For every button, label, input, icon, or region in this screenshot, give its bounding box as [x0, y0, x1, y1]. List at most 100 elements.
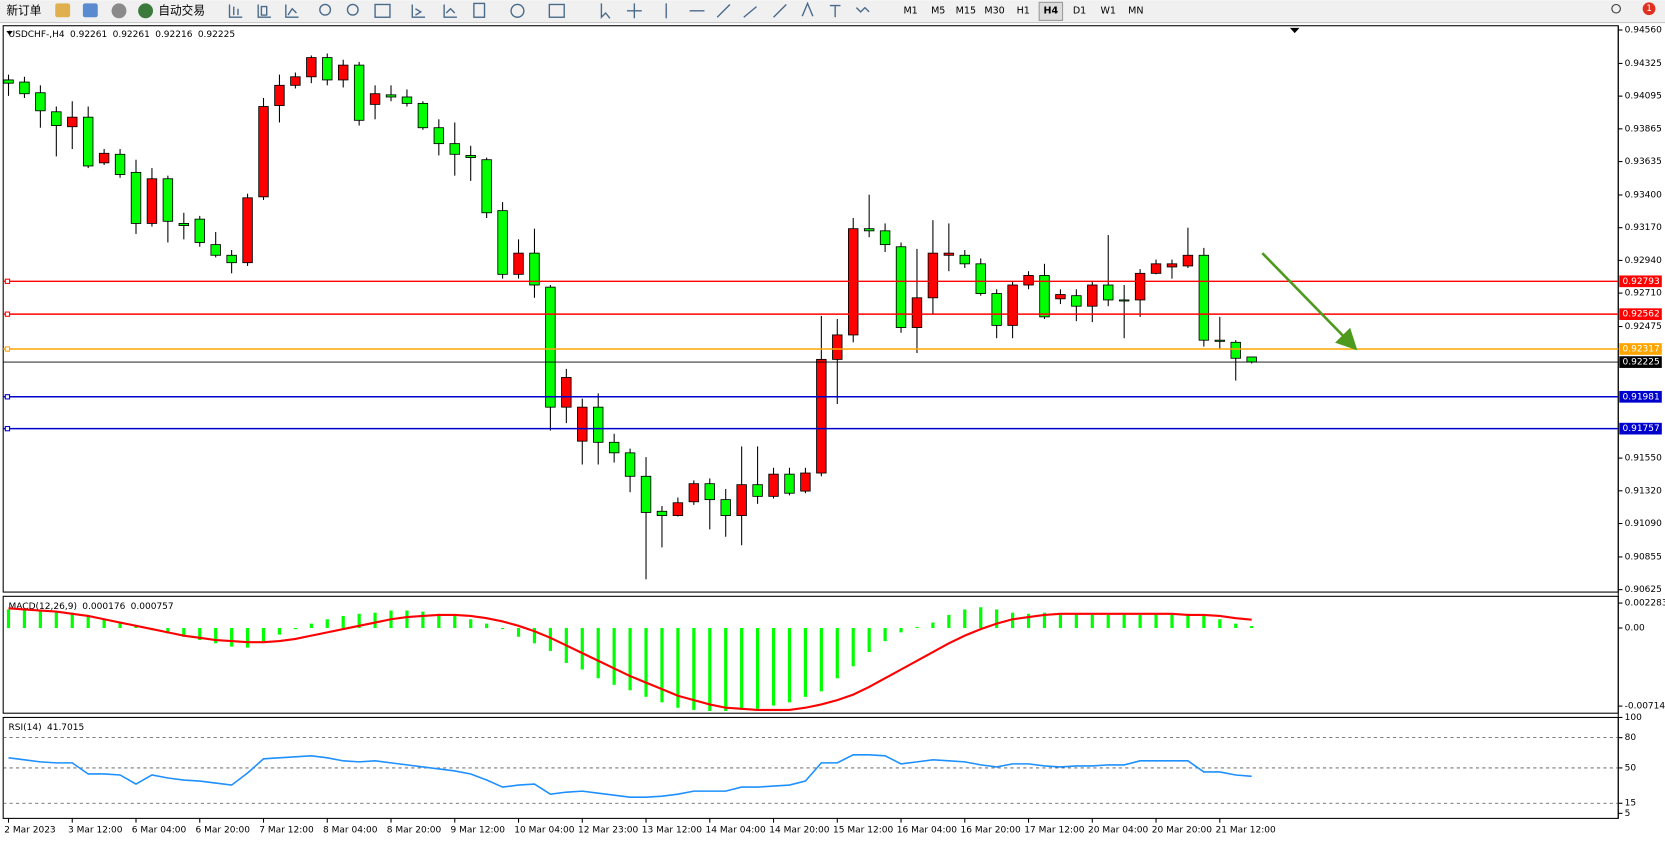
- x-tick-label: 10 Mar 04:00: [514, 826, 574, 836]
- timeframe-button[interactable]: MN: [1128, 5, 1143, 16]
- macd-bar: [1090, 614, 1094, 628]
- candle-body: [752, 484, 763, 497]
- macd-bar: [54, 611, 58, 628]
- candle-body: [385, 94, 397, 98]
- candle-body: [1023, 275, 1034, 286]
- candle-body: [51, 111, 62, 127]
- candle-body: [879, 230, 891, 246]
- macd-bar: [1218, 619, 1222, 628]
- macd-bar: [1026, 613, 1031, 628]
- price-level-tag: [1619, 343, 1662, 355]
- icon[interactable]: [55, 3, 71, 18]
- candle-body: [417, 102, 429, 129]
- candle-body: [959, 254, 970, 265]
- candle-body: [3, 79, 14, 84]
- candle-body: [1039, 275, 1050, 318]
- macd-bar: [1234, 623, 1238, 628]
- timeframe-button[interactable]: H1: [1017, 5, 1030, 16]
- toolbar: [0, 0, 1665, 23]
- price-level-tag: [1619, 275, 1662, 288]
- candle-body: [624, 452, 636, 477]
- indicator-header: RSI(14) 41.7015: [9, 723, 85, 733]
- icon[interactable]: [111, 3, 127, 19]
- macd-bar: [867, 627, 871, 653]
- timeframe-button[interactable]: M30: [984, 5, 1004, 16]
- macd-bar: [245, 627, 250, 648]
- y-tick-label: 15: [1625, 799, 1636, 809]
- macd-bar: [995, 609, 999, 628]
- y-tick-label: 0.93865: [1625, 124, 1662, 134]
- candle-body: [561, 377, 572, 408]
- macd-bar: [708, 627, 712, 712]
- candle-body: [608, 441, 620, 454]
- timeframe-button[interactable]: M15: [956, 5, 976, 16]
- notification-badge[interactable]: [1642, 2, 1656, 16]
- y-tick-label: 0.93170: [1625, 223, 1663, 233]
- candle-body: [1150, 263, 1162, 274]
- timeframe-button[interactable]: M5: [931, 5, 945, 16]
- macd-bar: [341, 615, 345, 628]
- chart-tools[interactable]: [228, 1, 870, 19]
- price-level-tag: [1619, 422, 1662, 435]
- price-level-tag: [1619, 308, 1662, 321]
- macd-bar: [309, 623, 313, 628]
- header-title: RSI(14): [9, 723, 42, 733]
- candle-body: [672, 502, 684, 516]
- macd-bar: [851, 627, 855, 667]
- candle-body: [242, 197, 253, 264]
- macd-bar: [979, 607, 983, 628]
- rsi-line: [8, 754, 1252, 798]
- header-value: 0.92261: [113, 30, 150, 40]
- timeframe-button[interactable]: M1: [903, 5, 917, 16]
- indicator-header: USDCHF-,H4 0.92261 0.92261 0.92216 0.92225: [9, 30, 236, 40]
- candle-body: [1087, 284, 1098, 307]
- macd-bar: [740, 627, 744, 710]
- candle-body: [832, 334, 843, 360]
- candle-body: [577, 406, 588, 442]
- candle-body: [497, 210, 508, 275]
- macd-bar: [373, 612, 377, 628]
- candle-body: [210, 244, 221, 256]
- header-title: USDCHF-,H4: [9, 30, 65, 40]
- macd-bar: [1106, 614, 1110, 628]
- search-icon[interactable]: [1611, 3, 1621, 14]
- y-tick-label: 50: [1625, 763, 1637, 773]
- candle-body: [991, 293, 1002, 326]
- candle-body: [481, 159, 492, 214]
- x-tick-label: 21 Mar 12:00: [1216, 826, 1276, 836]
- auto-trade-icon[interactable]: [138, 3, 154, 19]
- macd-bar: [1042, 612, 1047, 628]
- candle-body: [895, 246, 907, 328]
- candle-body: [1182, 254, 1194, 267]
- x-tick-label: 15 Mar 12:00: [833, 826, 893, 836]
- macd-bar: [230, 627, 234, 647]
- active-timeframe-highlight: [1038, 1, 1064, 21]
- candle-body: [1103, 284, 1114, 301]
- timeframe-button[interactable]: W1: [1100, 5, 1116, 16]
- new-order-button[interactable]: 新订单: [6, 3, 41, 17]
- macd-bar: [405, 610, 409, 628]
- macd-bar: [421, 611, 425, 628]
- price-level-tag: [1619, 390, 1662, 403]
- candle-body: [337, 64, 349, 81]
- symbol-marker: [6, 31, 13, 36]
- candle-body: [1118, 299, 1130, 302]
- macd-bar: [835, 627, 839, 679]
- macd-bar: [1202, 614, 1206, 628]
- macd-bar: [325, 619, 329, 628]
- price-level-label: 0.92562: [1622, 310, 1659, 320]
- timeframe-button[interactable]: D1: [1073, 5, 1086, 16]
- plot-layer: 0.94560 0.94325 0.94095 0.93865 0.93635 0.934…: [3, 26, 1665, 836]
- y-tick-label: 0.92710: [1625, 289, 1663, 299]
- candle-body: [513, 252, 524, 275]
- x-tick-label: 20 Mar 20:00: [1152, 826, 1212, 836]
- auto-trade-button[interactable]: 自动交易: [158, 3, 205, 17]
- x-tick-label: 16 Mar 20:00: [961, 826, 1021, 836]
- icon[interactable]: [82, 3, 98, 18]
- macd-bar: [357, 613, 361, 628]
- x-tick-label: 8 Mar 20:00: [387, 826, 442, 836]
- price-level-handle: [4, 425, 11, 432]
- timeframe-button[interactable]: H4: [1044, 5, 1059, 16]
- candle-body: [529, 252, 540, 286]
